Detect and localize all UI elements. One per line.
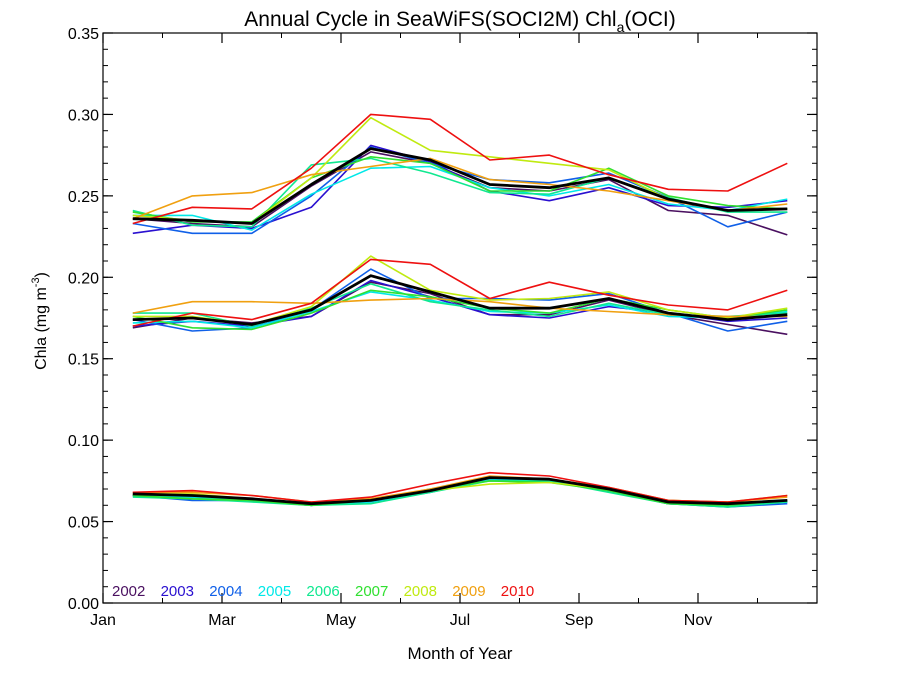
y-axis-label: Chla (mg m-3) [30,272,50,370]
y-tick-label: 0.30 [68,107,99,124]
x-tick-label: May [326,612,356,629]
legend: 2002 2003 2004 2005 2006 2007 2008 2009 2010 [112,583,534,600]
series-2005 [132,165,788,507]
x-tick-label: Nov [684,612,712,629]
series-line-lower [132,471,788,503]
series-line-upper [132,157,788,220]
y-tick-label: 0.05 [68,515,99,532]
y-axis-label-superscript: -3 [30,277,42,287]
series-line-middle [132,274,788,326]
y-axis-label-end: ) [33,272,50,277]
x-tick-label: Sep [565,612,594,629]
series-line-middle [132,258,788,327]
series-2010 [132,113,788,503]
legend-entry-2005: 2005 [258,583,291,600]
y-axis-label-main: Chla (mg m [33,287,50,370]
series-2006 [132,157,788,508]
chart-title-main: Annual Cycle in SeaWiFS(SOCI2M) Chl [244,8,616,31]
series-mean [132,147,788,506]
axes: 0.00 0.05 0.10 0.15 0.20 0.25 0.30 0.35 Jan Mar Ma… [68,26,818,629]
series-line-upper [132,113,788,225]
chart-title-subscript: a [617,19,625,35]
series-layer [132,113,788,508]
legend-entry-2006: 2006 [306,583,339,600]
y-tick-label: 0.10 [68,433,99,450]
y-tick-label: 0.20 [68,270,99,287]
legend-entry-2003: 2003 [161,583,194,600]
x-tick-label: Jan [90,612,116,629]
y-tick-label: 0.35 [68,26,99,43]
legend-entry-2010: 2010 [501,583,534,600]
x-tick-label: Jul [450,612,470,629]
series-line-middle [132,281,788,336]
series-2004 [132,146,788,508]
series-2009 [132,157,788,503]
y-tick-label: 0.25 [68,189,99,206]
legend-entry-2004: 2004 [209,583,242,600]
y-tick-label: 0.00 [68,596,99,613]
legend-entry-2007: 2007 [355,583,388,600]
x-tick-label: Mar [208,612,236,629]
y-tick-label: 0.15 [68,352,99,369]
legend-entry-2002: 2002 [112,583,145,600]
series-line-lower [132,476,788,506]
legend-entry-2009: 2009 [452,583,485,600]
chart-title-end: (OCI) [624,8,675,31]
x-axis-label: Month of Year [408,644,513,663]
series-line-upper [132,147,788,225]
legend-entry-2008: 2008 [404,583,437,600]
chart-title: Annual Cycle in SeaWiFS(SOCI2M) Chla(OCI… [244,8,675,35]
